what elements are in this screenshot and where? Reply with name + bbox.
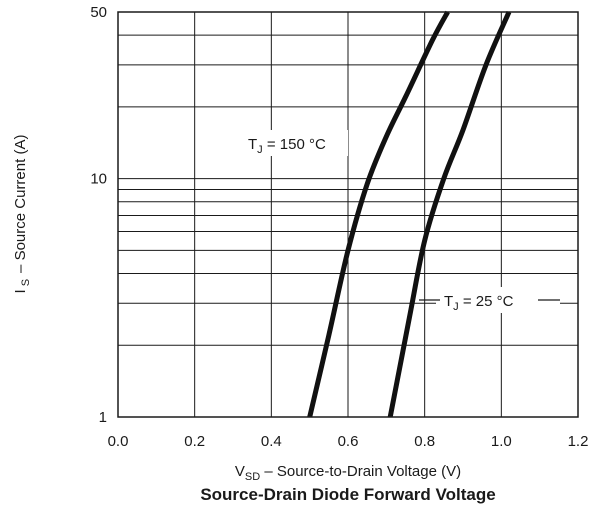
y-tick-labels: 1 10 50 [90, 4, 107, 426]
x-tick-label: 1.0 [491, 433, 512, 450]
chart-title: Source-Drain Diode Forward Voltage [200, 485, 495, 504]
x-tick-label: 0.4 [261, 433, 282, 450]
anno-150-bg [246, 130, 348, 156]
anno-25-label: TJ = 25 °C [444, 293, 514, 313]
x-tick-label: 0.0 [108, 433, 129, 450]
y-tick-label: 10 [90, 171, 107, 188]
series-line-tj-25c [387, 11, 512, 418]
grid [118, 12, 578, 417]
anno-150-label: TJ = 150 °C [248, 136, 326, 156]
plot-frame [117, 11, 579, 418]
x-tick-label: 1.2 [568, 433, 589, 450]
y-tick-label: 1 [99, 409, 107, 426]
x-tick-label: 0.8 [414, 433, 435, 450]
series-lines [307, 10, 512, 418]
x-tick-labels: 0.0 0.2 0.4 0.6 0.8 1.0 1.2 [108, 433, 589, 450]
x-tick-label: 0.6 [338, 433, 359, 450]
y-tick-label: 50 [90, 4, 107, 21]
y-axis-label: IS– Source Current (A) [12, 135, 32, 294]
x-axis-label: VSD – Source-to-Drain Voltage (V) [235, 463, 461, 483]
x-tick-label: 0.2 [184, 433, 205, 450]
series-line-tj-150c [307, 10, 450, 418]
